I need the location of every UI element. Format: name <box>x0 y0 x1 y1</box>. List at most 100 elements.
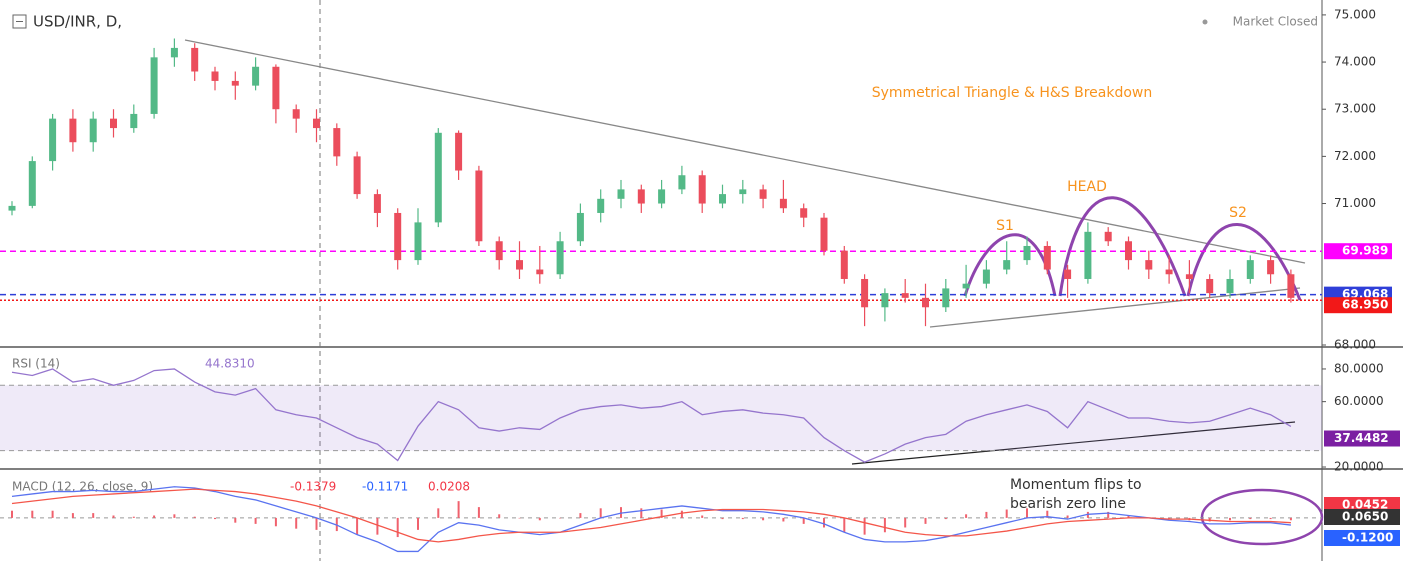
candle-body <box>556 241 564 275</box>
histogram-bar <box>396 517 399 538</box>
level-label: 69.989 <box>1342 244 1388 258</box>
histogram-bar <box>1066 515 1069 518</box>
candle-body <box>1084 231 1092 279</box>
histogram-bar <box>823 517 825 528</box>
candle-body <box>1003 260 1011 270</box>
candle-body <box>901 293 909 298</box>
header-value: 0.0208 <box>428 480 470 494</box>
histogram-bar <box>356 517 359 535</box>
candle-body <box>739 189 747 195</box>
candle-body <box>1043 245 1051 270</box>
histogram-bar <box>437 508 440 518</box>
candle-body <box>1064 269 1072 279</box>
histogram-bar <box>924 517 927 524</box>
histogram-bar <box>11 510 13 518</box>
histogram-bar <box>31 510 34 518</box>
candle-body <box>1226 278 1234 294</box>
pattern-label: HEAD <box>1067 179 1107 195</box>
candle-body <box>475 170 483 242</box>
rsi-value: 44.8310 <box>205 357 255 371</box>
value-tag <box>1324 430 1400 447</box>
histogram-bar <box>234 517 237 523</box>
histogram-bar <box>477 507 480 518</box>
histogram-bar <box>193 516 196 518</box>
candle-body <box>597 198 605 213</box>
candle-body <box>1125 241 1132 261</box>
y-tick-label: 60.0000 <box>1334 394 1384 408</box>
histogram-bar <box>498 514 501 518</box>
histogram-bar <box>295 517 298 529</box>
candle-body <box>292 109 300 119</box>
header-value: -0.1171 <box>362 480 408 494</box>
candle-body <box>800 208 808 218</box>
value-tag <box>1324 530 1400 546</box>
candle-body <box>150 57 158 114</box>
candle-body <box>1165 269 1173 275</box>
y-tick-label: 74.000 <box>1334 55 1376 69</box>
candle-body <box>49 118 57 162</box>
value-tag <box>1324 509 1400 525</box>
candle-body <box>982 269 990 284</box>
histogram-bar <box>1107 511 1110 518</box>
candle-body <box>779 198 787 209</box>
candle-body <box>89 118 97 143</box>
histogram-bar <box>965 514 968 518</box>
histogram-bar <box>1249 517 1252 520</box>
candle-body <box>536 269 544 275</box>
annotation: Momentum flips to <box>1010 477 1142 493</box>
histogram-bar <box>132 516 135 518</box>
candle-body <box>719 194 726 204</box>
histogram-bar <box>71 513 74 518</box>
y-tick-label: 20.0000 <box>1334 460 1384 474</box>
descending-trendline <box>184 39 1306 264</box>
candle-body <box>434 132 442 223</box>
chart-title: USD/INR, D, <box>33 13 122 31</box>
histogram-bar <box>538 517 541 521</box>
candle-body <box>881 293 889 308</box>
histogram-bar <box>214 517 216 520</box>
histogram-bar <box>944 517 947 520</box>
histogram-bar <box>376 517 379 535</box>
histogram-bar <box>92 513 95 518</box>
header-value: -0.1379 <box>290 480 336 494</box>
candle-body <box>637 189 645 204</box>
candle-body <box>1023 245 1031 261</box>
indicator-line <box>11 488 1291 543</box>
candle-body <box>698 175 706 204</box>
y-tick-label: 68.000 <box>1334 338 1376 352</box>
histogram-bar <box>579 513 582 518</box>
candle-body <box>942 288 950 308</box>
candle-body <box>922 297 929 308</box>
histogram-bar <box>904 517 907 528</box>
histogram-bar <box>1229 517 1231 521</box>
y-tick-label: 72.000 <box>1334 149 1376 163</box>
head-arc <box>1058 196 1187 297</box>
annotation: Symmetrical Triangle & H&S Breakdown <box>872 85 1153 101</box>
candle-body <box>130 113 138 129</box>
rsi-trendline <box>851 421 1296 465</box>
candle-body <box>495 241 503 261</box>
histogram-bar <box>457 501 460 518</box>
candle-body <box>516 260 523 270</box>
histogram-bar <box>863 517 866 535</box>
value-label: 0.0452 <box>1342 498 1388 512</box>
candle-body <box>414 222 422 261</box>
histogram-bar <box>782 517 785 522</box>
candle-body <box>1104 231 1112 242</box>
histogram-bar <box>599 508 602 518</box>
rsi-title: RSI (14) <box>12 357 60 371</box>
candle-body <box>8 205 16 211</box>
status-dot <box>1202 19 1208 25</box>
candle-body <box>373 194 381 213</box>
candle-body <box>313 118 320 129</box>
collapse-icon[interactable] <box>12 14 27 29</box>
level-tag <box>1324 297 1392 314</box>
histogram-bar <box>274 517 277 527</box>
histogram-bar <box>660 509 663 518</box>
value-label: -0.1200 <box>1342 531 1393 545</box>
candle-body <box>1287 274 1295 298</box>
candle-body <box>353 156 361 195</box>
candle-body <box>861 278 869 308</box>
